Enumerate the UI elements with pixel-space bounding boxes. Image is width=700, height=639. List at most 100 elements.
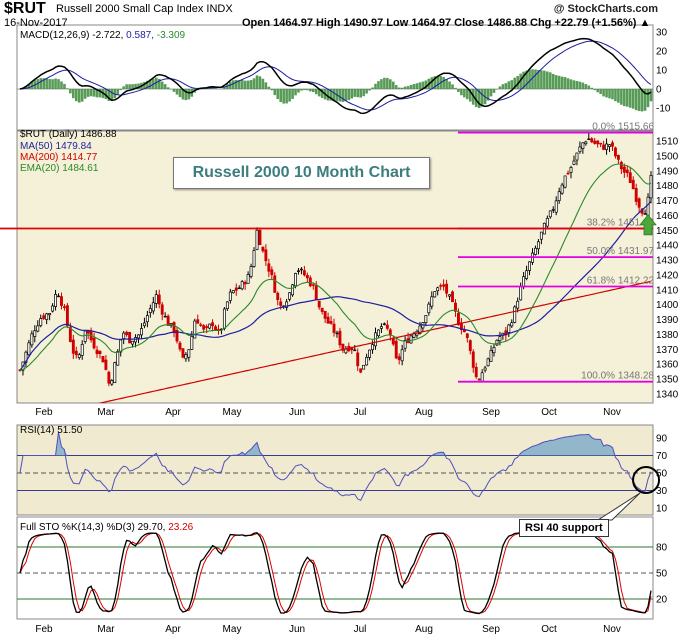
y-tick-macd: -10 — [656, 104, 671, 115]
candle-body — [403, 339, 407, 349]
candle-body — [323, 310, 327, 319]
candle-body — [332, 323, 336, 333]
candle-body — [445, 283, 449, 294]
macd-hist-bar — [507, 81, 511, 89]
macd-hist-bar — [643, 89, 647, 111]
x-label-sto-Nov: Nov — [603, 624, 621, 635]
macd-hist-bar — [457, 89, 460, 93]
credit-label: @ StockCharts.com — [553, 3, 658, 15]
sto-legend-k: Full STO %K(14,3) %D(3) 29.70, — [20, 522, 166, 533]
macd-hist-bar — [116, 89, 120, 95]
x-label-Feb: Feb — [35, 407, 53, 418]
candle-body — [305, 274, 309, 279]
candle-body — [45, 313, 49, 320]
candle-body — [270, 269, 274, 276]
macd-hist-bar — [231, 80, 235, 89]
candle-body — [536, 241, 540, 250]
macd-hist-bar — [590, 87, 594, 89]
candle-body — [36, 325, 40, 332]
candle-body — [377, 329, 380, 337]
macd-hist-bar — [350, 89, 354, 99]
macd-hist-bar — [285, 89, 288, 104]
macd-hist-bar — [557, 75, 561, 89]
candle-body — [140, 328, 143, 336]
fib-label: 38.2% 1451.22 — [587, 217, 655, 228]
y-tick-price: 1440 — [656, 241, 679, 252]
macd-hist-bar — [617, 89, 620, 103]
candle-body — [83, 330, 87, 342]
macd-hist-bar — [54, 78, 57, 89]
macd-hist-bar — [72, 89, 75, 99]
candle-body — [308, 277, 312, 287]
macd-hist-bar — [614, 89, 617, 102]
x-label-Jun: Jun — [289, 407, 305, 418]
macd-hist-bar — [294, 89, 297, 96]
macd-hist-bar — [525, 70, 528, 89]
sto-legend: Full STO %K(14,3) %D(3) 29.70, 23.26 — [20, 522, 193, 533]
candle-body — [255, 229, 259, 250]
macd-hist-bar — [86, 89, 90, 97]
macd-hist-bar — [477, 89, 481, 109]
candle-body — [436, 287, 440, 292]
candle-body — [554, 200, 558, 213]
macd-hist-bar — [365, 89, 368, 94]
macd-hist-bar — [104, 89, 108, 100]
chart-date: 16-Nov-2017 — [4, 17, 68, 29]
candle-body — [193, 320, 197, 339]
candle-body — [178, 342, 182, 350]
macd-hist-bar — [311, 89, 315, 93]
y-tick-price: 1450 — [656, 226, 679, 237]
candle-body — [62, 306, 66, 309]
y-tick-rsi: 90 — [656, 434, 668, 445]
candle-body — [258, 229, 262, 246]
y-tick-price: 1380 — [656, 330, 679, 341]
y-tick-price: 1420 — [656, 270, 679, 281]
candle-body — [311, 284, 315, 286]
candle-body — [228, 291, 232, 301]
macd-legend-signal: 0.587, — [126, 30, 154, 41]
candle-body — [495, 339, 499, 346]
y-tick-price: 1350 — [656, 375, 679, 386]
macd-hist-bar — [288, 89, 291, 102]
macd-hist-bar — [199, 88, 203, 90]
macd-hist-bar — [620, 89, 623, 105]
macd-hist-bar — [593, 89, 597, 91]
candle-body — [388, 329, 392, 336]
macd-hist-bar — [486, 89, 490, 101]
candle-body — [267, 263, 271, 272]
candle-body — [240, 281, 244, 290]
macd-hist-bar — [169, 89, 173, 90]
y-tick-price: 1360 — [656, 360, 679, 371]
candle-body — [602, 144, 606, 150]
macd-hist-bar — [522, 71, 525, 89]
panel-bg-rsi — [16, 424, 654, 516]
candle-body — [516, 300, 520, 309]
candle-body — [534, 247, 537, 255]
macd-hist-bar — [137, 83, 140, 89]
candle-body — [234, 287, 238, 291]
candle-body — [646, 196, 650, 217]
macd-hist-bar — [291, 89, 294, 99]
macd-hist-bar — [306, 89, 309, 91]
candle-body — [181, 348, 185, 358]
macd-hist-bar — [51, 79, 54, 89]
candle-body — [587, 138, 591, 141]
candle-body — [199, 324, 203, 326]
y-tick-price: 1460 — [656, 211, 679, 222]
candle-body — [95, 349, 99, 355]
macd-hist-bar — [531, 69, 534, 89]
candle-body — [172, 322, 176, 334]
macd-hist-bar — [430, 77, 434, 89]
x-label-sto-May: May — [223, 624, 242, 635]
macd-hist-bar — [146, 80, 149, 89]
macd-hist-bar — [368, 89, 371, 91]
macd-hist-bar — [587, 85, 591, 89]
macd-hist-bar — [474, 89, 478, 108]
candle-body — [599, 142, 603, 145]
macd-hist-bar — [39, 78, 43, 89]
macd-hist-bar — [332, 89, 336, 102]
y-tick-macd: 0 — [656, 85, 662, 96]
macd-hist-bar — [66, 88, 69, 89]
candle-body — [548, 210, 552, 218]
macd-hist-bar — [234, 79, 238, 89]
